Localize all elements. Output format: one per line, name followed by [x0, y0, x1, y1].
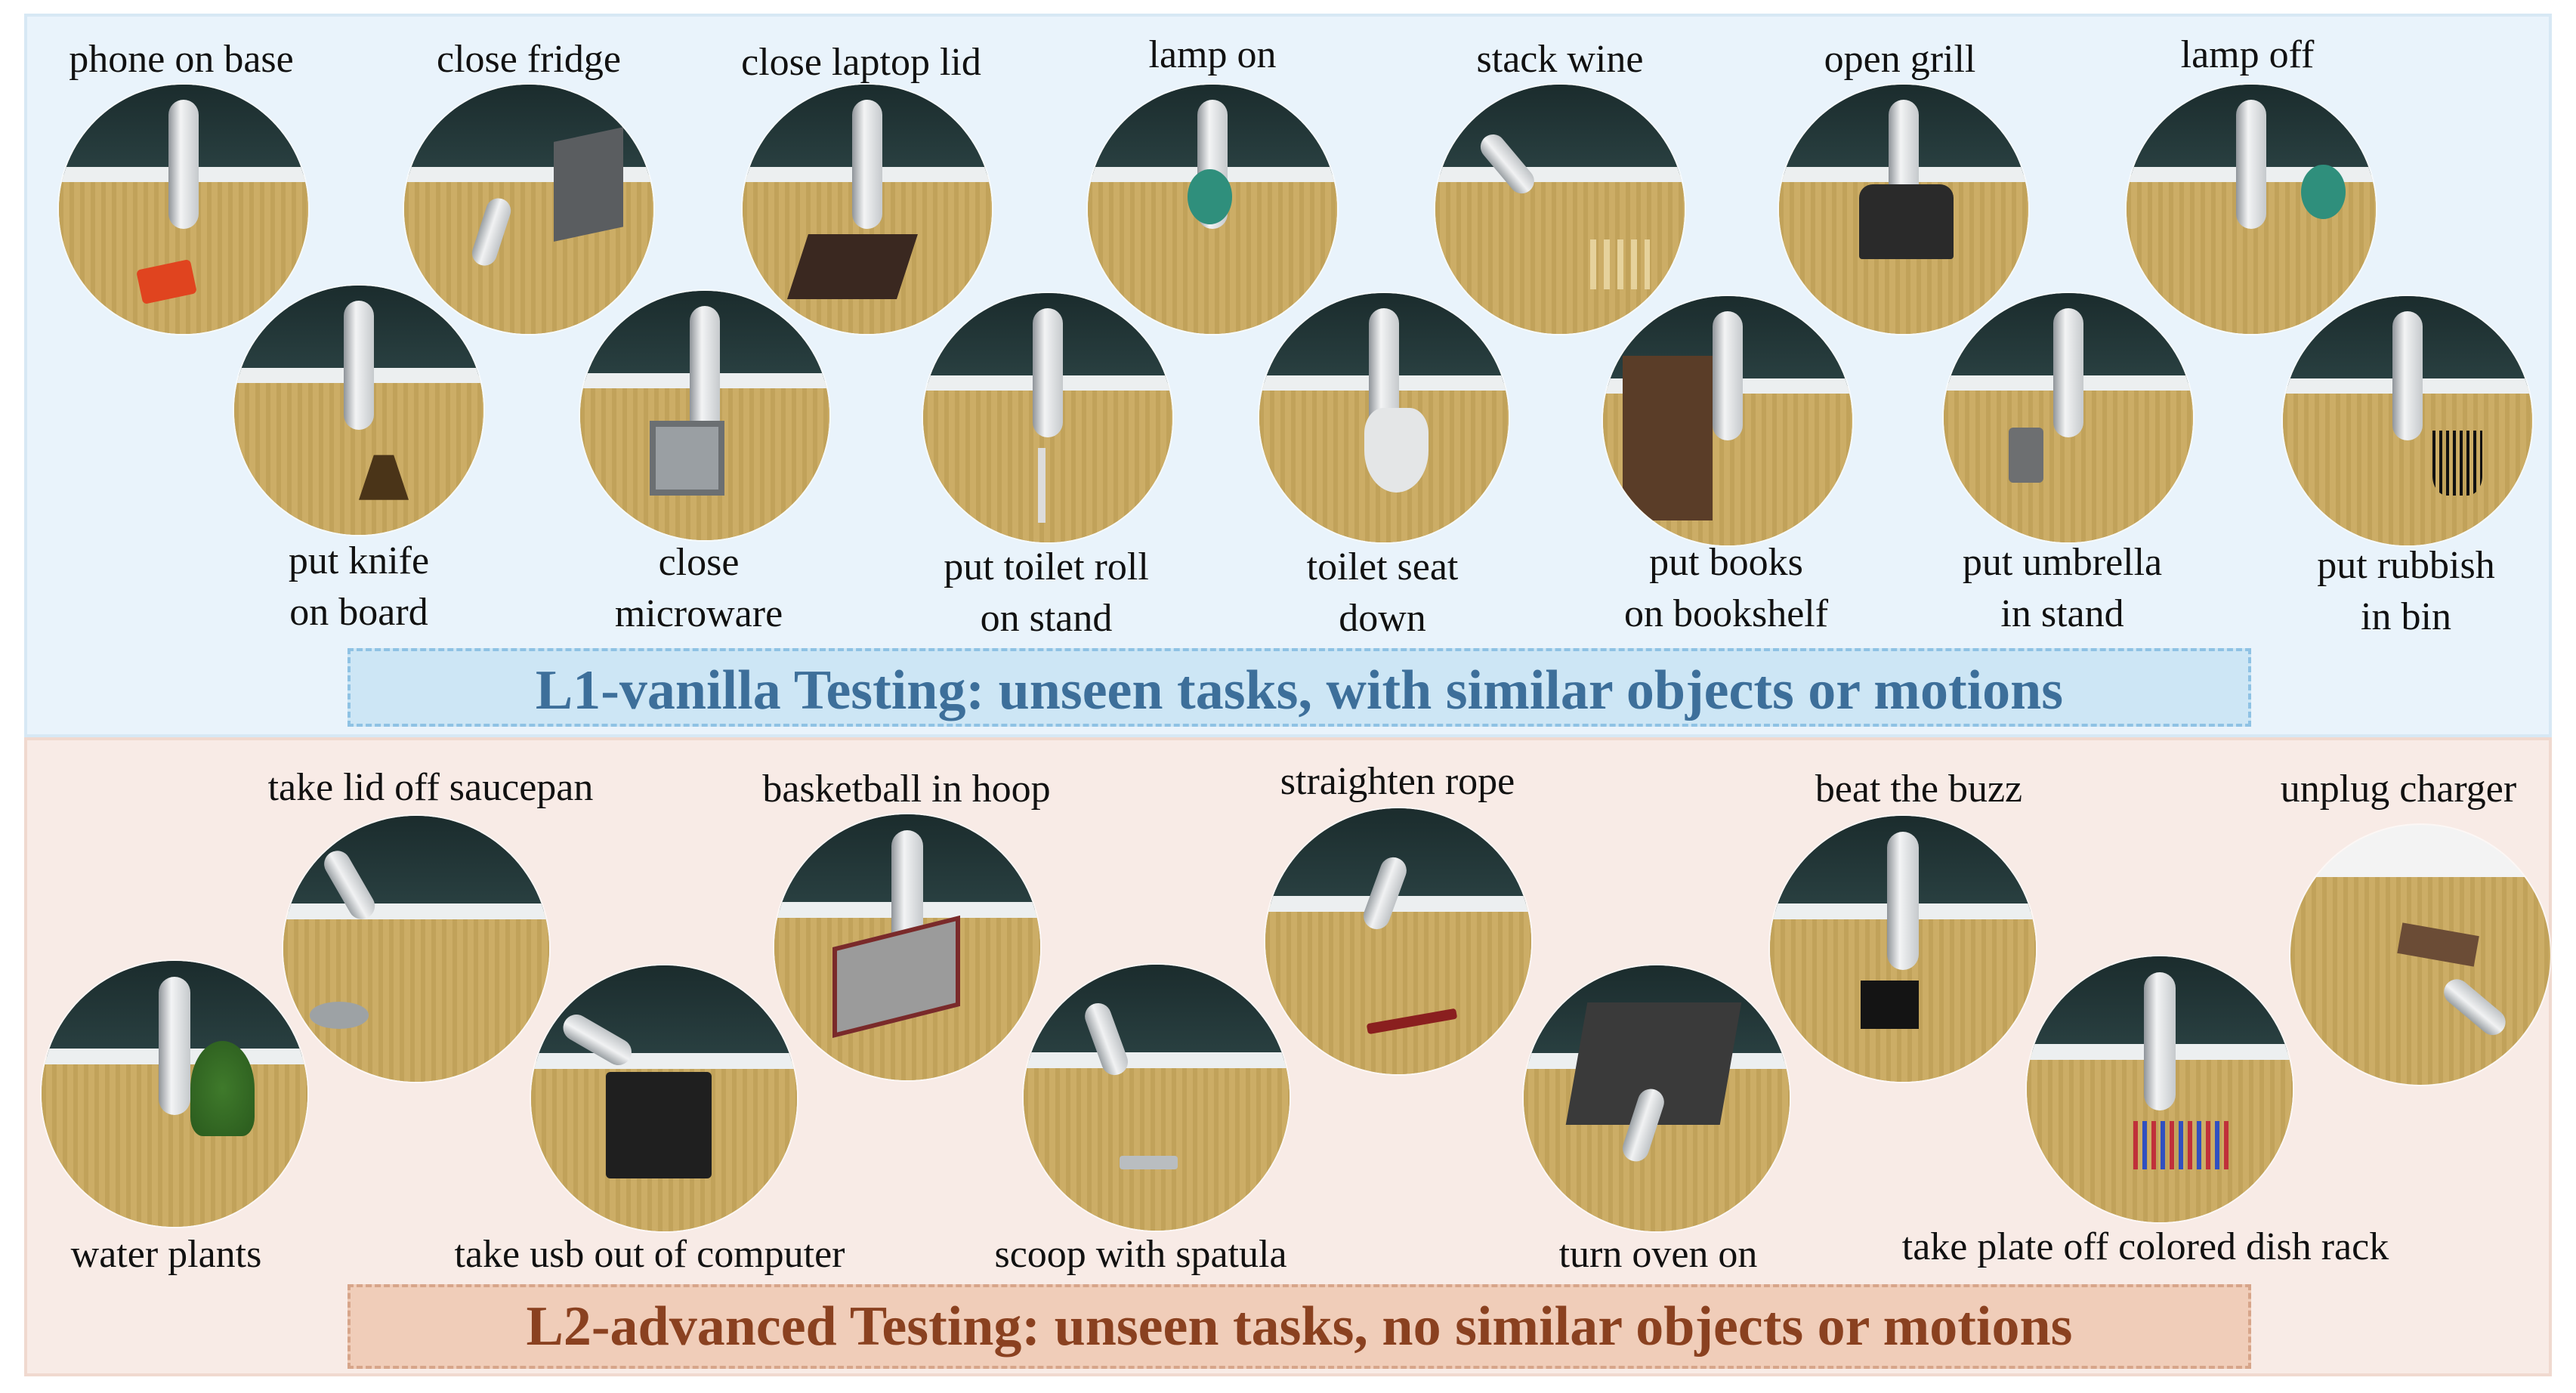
task-scene-put-knife-on-board [234, 286, 483, 535]
spatula-object [1119, 1156, 1178, 1170]
task-label: put toilet roll [944, 545, 1149, 588]
bookshelf-object [1623, 356, 1713, 520]
task-scene-basketball-in-hoop [774, 814, 1040, 1080]
dish-rack-object [2133, 1121, 2229, 1169]
task-label: close fridge [436, 38, 621, 81]
task-scene-take-lid-off-saucepan [283, 816, 549, 1082]
task-label-line2: on stand [980, 597, 1113, 640]
task-label: lamp on [1148, 33, 1277, 76]
saucepan-object [310, 1002, 369, 1029]
task-scene-put-toilet-roll-on-stand [923, 293, 1172, 542]
task-label: straighten rope [1280, 760, 1515, 803]
task-label: take usb out of computer [454, 1233, 845, 1276]
task-scene-water-plants [42, 961, 307, 1227]
lamp-object [2301, 164, 2346, 220]
stand-object [1037, 447, 1046, 523]
task-label: toilet seat [1306, 545, 1459, 588]
task-label: put rubbish [2317, 544, 2495, 587]
task-label: take lid off saucepan [267, 766, 594, 809]
task-label-line2: microware [614, 592, 783, 635]
microwave-object [650, 420, 725, 496]
task-scene-turn-oven-on [1524, 965, 1790, 1231]
task-label-line2: down [1339, 597, 1426, 640]
task-label: put knife [288, 539, 430, 582]
task-scene-put-rubbish-in-bin [2283, 296, 2532, 545]
computer-object [605, 1071, 712, 1178]
task-label: take plate off colored dish rack [1901, 1225, 2389, 1268]
l2-banner-title: L2-advanced Testing: unseen tasks, no si… [347, 1284, 2251, 1369]
laptop-object [786, 234, 918, 299]
umbrella-stand-object [2008, 428, 2043, 483]
task-label: stack wine [1476, 38, 1644, 81]
task-scene-toilet-seat-down [1259, 293, 1509, 542]
fridge-object [554, 127, 624, 242]
task-scene-put-books-on-bookshelf [1603, 296, 1852, 545]
task-label: water plants [70, 1233, 262, 1276]
task-label: put books [1649, 541, 1803, 584]
task-scene-scoop-with-spatula [1024, 965, 1290, 1231]
plant-object [190, 1040, 255, 1137]
task-scene-take-plate-off-colored-dish-rack [2027, 956, 2293, 1222]
grill-object [1858, 184, 1954, 259]
task-scene-put-umbrella-in-stand [1944, 293, 2193, 542]
wine-rack-object [1589, 239, 1650, 289]
task-label-line2: on bookshelf [1623, 592, 1829, 635]
task-label: turn oven on [1558, 1233, 1758, 1276]
task-label: phone on base [69, 38, 294, 81]
task-scene-beat-the-buzz [1770, 816, 2036, 1082]
task-label: open grill [1824, 38, 1976, 81]
task-scene-phone-on-base [59, 85, 308, 334]
task-scene-take-usb-out-of-computer [531, 965, 797, 1231]
task-label-line2: in bin [2361, 595, 2451, 638]
task-scene-straighten-rope [1265, 808, 1531, 1074]
task-scene-close-microware [580, 291, 829, 540]
buzz-wire-object [1860, 981, 1920, 1029]
task-label: put umbrella [1962, 541, 2163, 584]
task-label: beat the buzz [1815, 768, 2023, 811]
l1-banner-title: L1-vanilla Testing: unseen tasks, with s… [347, 648, 2251, 727]
toilet-object [1364, 407, 1429, 493]
task-label-line2: in stand [2000, 592, 2124, 635]
task-label: close [658, 541, 740, 584]
task-scene-unplug-charger [2290, 825, 2550, 1085]
lamp-object [1188, 169, 1233, 224]
task-label: scoop with spatula [994, 1233, 1287, 1276]
task-label: basketball in hoop [762, 768, 1051, 811]
task-label-line2: on board [289, 591, 428, 634]
task-label: unplug charger [2280, 768, 2517, 811]
task-label: lamp off [2180, 33, 2315, 76]
task-label: close laptop lid [741, 41, 981, 84]
bin-object [2432, 431, 2482, 496]
